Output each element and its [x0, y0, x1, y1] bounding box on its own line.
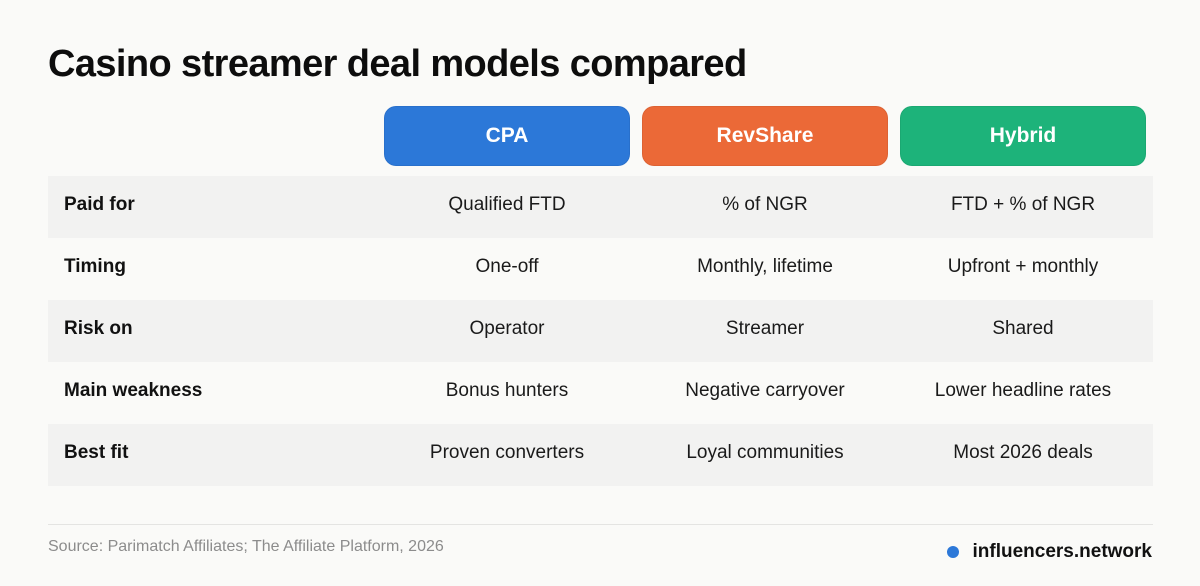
- table-cell-revshare: % of NGR: [722, 194, 808, 215]
- row-label: Best fit: [64, 442, 129, 463]
- column-header-cpa: CPA: [384, 106, 630, 166]
- table-cell-cpa: Qualified FTD: [448, 194, 566, 215]
- page-title: Casino streamer deal models compared: [48, 43, 747, 85]
- table-cell-hybrid: Lower headline rates: [934, 380, 1112, 401]
- source-note: Source: Parimatch Affiliates; The Affili…: [48, 538, 444, 555]
- brand-name: influencers.network: [972, 541, 1153, 562]
- table-cell-cpa: Bonus hunters: [445, 380, 569, 401]
- table-cell-revshare: Streamer: [725, 318, 805, 339]
- table-cell-hybrid: FTD + % of NGR: [950, 194, 1096, 215]
- table-row-risk-on: Risk on Operator Streamer Shared: [48, 300, 1153, 362]
- table-cell-revshare: Loyal communities: [686, 442, 844, 463]
- table-cell-cpa: One-off: [475, 256, 539, 277]
- table-cell-revshare: Monthly, lifetime: [697, 256, 833, 277]
- row-label: Timing: [64, 256, 126, 277]
- footer-divider: [48, 524, 1153, 525]
- row-label: Main weakness: [64, 380, 203, 401]
- table-cell-hybrid: Upfront + monthly: [947, 256, 1099, 277]
- brand-mark: influencers.network: [946, 541, 1153, 563]
- row-label: Paid for: [64, 194, 135, 215]
- table-row-best-fit: Best fit Proven converters Loyal communi…: [48, 424, 1153, 486]
- column-header-row: CPA RevShare Hybrid: [0, 106, 1200, 166]
- table-row-main-weakness: Main weakness Bonus hunters Negative car…: [48, 362, 1153, 424]
- brand-dot-icon: [946, 546, 959, 558]
- row-label: Risk on: [64, 318, 133, 339]
- table-cell-cpa: Operator: [469, 318, 545, 339]
- table-row-paid-for: Paid for Qualified FTD % of NGR FTD + % …: [48, 176, 1153, 238]
- table-cell-revshare: Negative carryover: [685, 380, 845, 401]
- column-header-hybrid: Hybrid: [900, 106, 1146, 166]
- comparison-table: Paid for Qualified FTD % of NGR FTD + % …: [48, 176, 1153, 486]
- table-row-timing: Timing One-off Monthly, lifetime Upfront…: [48, 238, 1153, 300]
- table-cell-hybrid: Shared: [992, 318, 1054, 339]
- table-cell-hybrid: Most 2026 deals: [953, 442, 1093, 463]
- table-cell-cpa: Proven converters: [429, 442, 585, 463]
- column-header-revshare: RevShare: [642, 106, 888, 166]
